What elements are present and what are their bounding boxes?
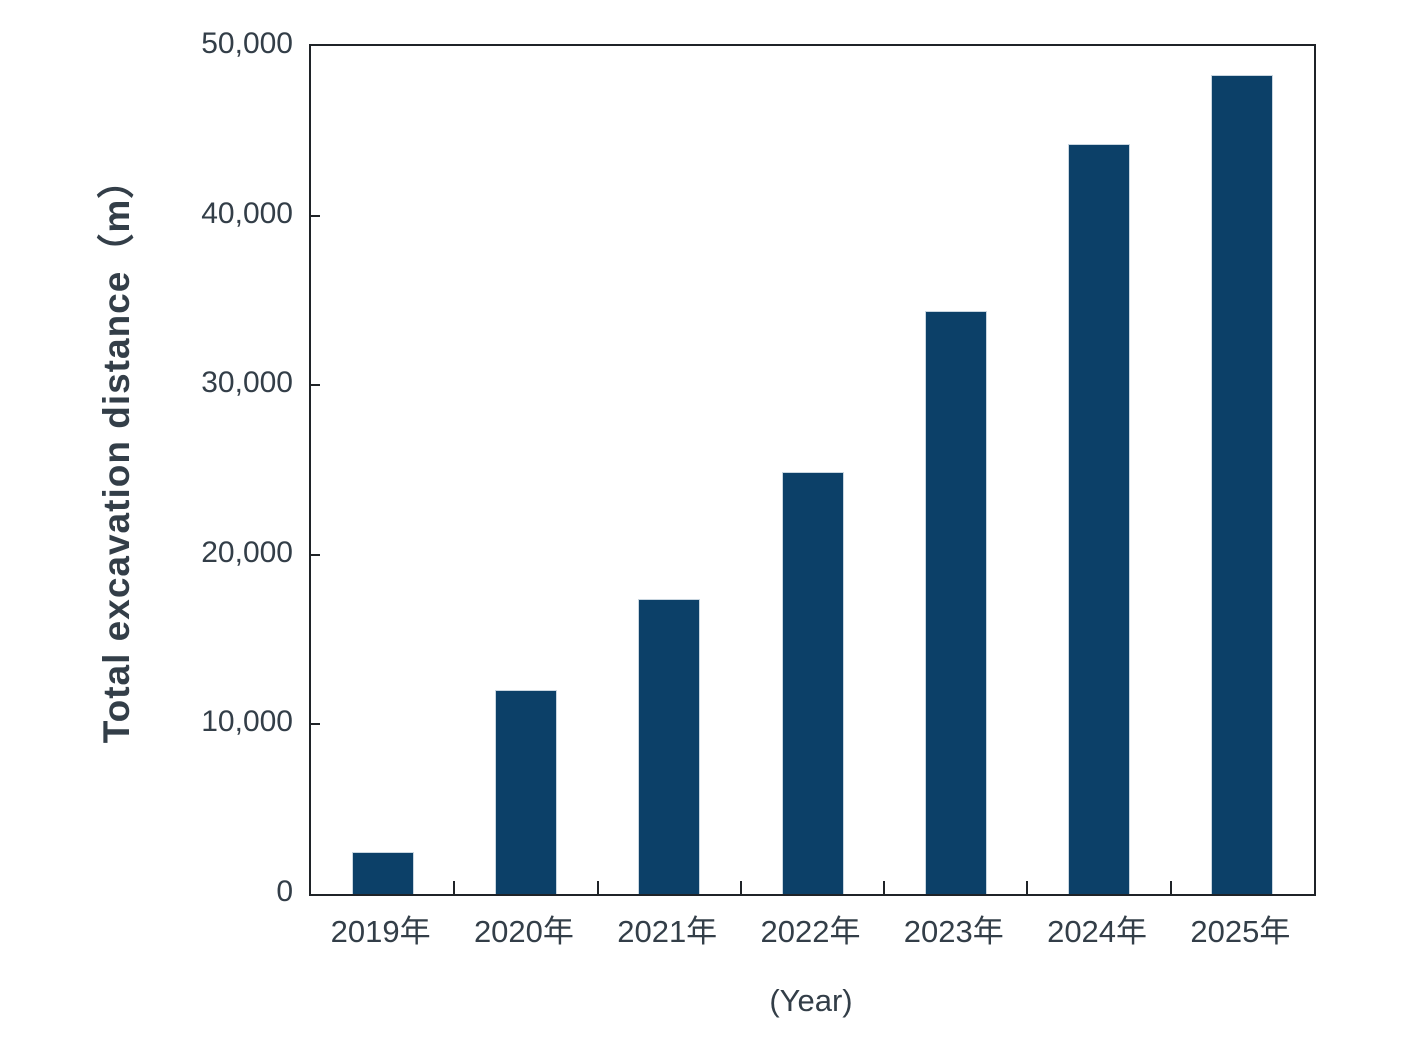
y-tick-label: 50,000 xyxy=(201,27,293,60)
y-tick-mark xyxy=(311,214,320,217)
y-tick-label: 20,000 xyxy=(201,535,293,569)
y-tick-label: 30,000 xyxy=(201,366,293,400)
x-axis-title: (Year) xyxy=(769,983,853,1018)
x-tick-label: 2025年 xyxy=(1190,914,1291,949)
x-tick-mark xyxy=(883,881,886,894)
x-tick-label: 2020年 xyxy=(473,914,574,949)
x-tick-label: 2019年 xyxy=(330,914,431,949)
y-tick-label: 10,000 xyxy=(201,705,293,739)
plot-area xyxy=(309,44,1316,896)
x-tick-label: 2022年 xyxy=(760,914,861,949)
x-tick-label: 2024年 xyxy=(1047,914,1148,949)
bar-6 xyxy=(1068,144,1131,894)
x-tick-mark xyxy=(453,881,456,894)
y-tick-mark xyxy=(311,553,320,556)
x-tick-mark xyxy=(1169,881,1172,894)
bar-2 xyxy=(494,690,557,894)
y-axis-title: Total excavation distance（m） xyxy=(96,160,137,744)
bar-3 xyxy=(638,598,701,894)
y-tick-mark xyxy=(311,384,320,387)
y-tick-mark xyxy=(311,723,320,726)
x-tick-label: 2023年 xyxy=(903,914,1004,949)
bar-4 xyxy=(781,471,844,894)
y-tick-label: 40,000 xyxy=(201,196,293,230)
bar-7 xyxy=(1211,74,1274,894)
x-tick-mark xyxy=(596,881,599,894)
x-tick-mark xyxy=(1026,881,1029,894)
bar-5 xyxy=(924,310,987,894)
x-tick-mark xyxy=(739,881,742,894)
x-tick-label: 2021年 xyxy=(617,914,718,949)
bar-1 xyxy=(351,851,414,894)
y-tick-label: 0 xyxy=(276,875,293,908)
